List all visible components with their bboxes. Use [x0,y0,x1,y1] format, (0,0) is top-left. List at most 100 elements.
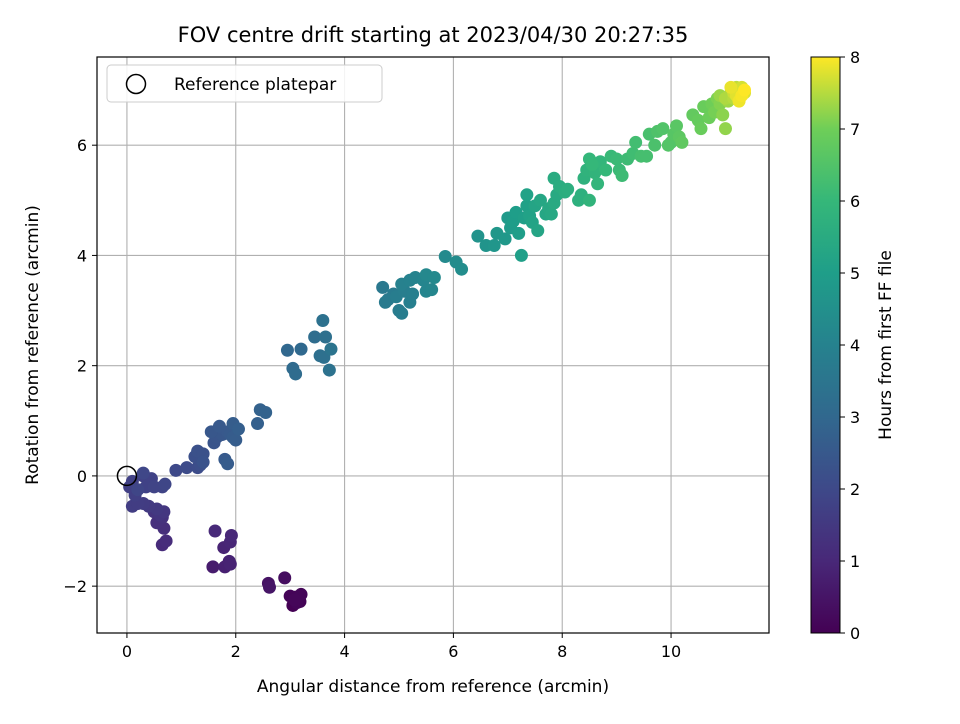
data-point [278,571,292,585]
data-point [599,163,613,177]
data-point [487,239,501,253]
data-point [308,330,322,344]
data-point [169,463,183,477]
grid-lines [97,57,769,633]
data-point [221,457,235,471]
data-point [585,157,599,171]
data-point [610,152,624,166]
data-point [288,593,302,607]
x-tick-label: 6 [448,642,458,661]
x-tick-label: 4 [339,642,349,661]
data-point [561,182,575,196]
data-point [533,193,547,207]
data-point [262,580,276,594]
data-point [395,306,409,320]
legend: Reference platepar [106,64,383,103]
data-point [520,188,534,202]
data-point [455,262,469,276]
data-point [180,461,194,475]
data-point [640,149,654,163]
data-point [425,283,439,297]
data-point [531,224,545,238]
x-tick-label: 2 [231,642,241,661]
axis-ticks: 0 2 4 6 8 10 −2 0 2 4 6 [63,136,681,661]
data-point [591,177,605,191]
data-point [582,193,596,207]
x-tick-label: 8 [557,642,567,661]
data-point [694,122,708,136]
colorbar-tick-label: 5 [850,264,860,283]
chart-title: FOV centre drift starting at 2023/04/30 … [178,23,689,47]
data-point [406,287,420,301]
data-point [322,363,336,377]
y-axis-label: Rotation from reference (arcmin) [23,205,43,485]
legend-label: Reference platepar [174,75,336,95]
y-tick-label: 0 [77,467,87,486]
data-point [427,270,441,284]
data-point [136,466,150,480]
legend-reference-marker [125,73,147,95]
colorbar-tick-label: 7 [850,120,860,139]
data-point [319,330,333,344]
data-point [158,477,172,491]
data-point [438,250,452,264]
data-point [131,483,145,497]
data-point [280,343,294,357]
data-point [718,122,732,136]
data-point [316,313,330,327]
colorbar-tick-label: 6 [850,192,860,211]
y-tick-label: 2 [77,357,87,376]
colorbar-gradient [810,56,841,634]
x-axis-label: Angular distance from reference (arcmin) [257,677,609,697]
data-points [116,80,752,612]
colorbar-tick-label: 8 [850,48,860,67]
data-point [648,138,662,152]
y-tick-label: 4 [77,246,87,265]
colorbar-tick-label: 2 [850,480,860,499]
data-point [675,135,689,149]
colorbar-tick-label: 4 [850,336,860,355]
data-point [471,229,485,243]
colorbar: 0 1 2 3 4 5 6 7 8 Hours from first FF file [810,48,896,643]
data-point [251,417,265,431]
colorbar-label: Hours from first FF file [876,250,896,440]
data-point [206,560,220,574]
data-point [231,422,245,436]
data-point [656,122,670,136]
reference-platepar-marker [116,465,138,487]
data-point [514,248,528,262]
data-point [512,226,526,240]
colorbar-ticks: 0 1 2 3 4 5 6 7 8 [840,48,860,643]
data-point [159,534,173,548]
legend-box [106,64,383,103]
data-point [716,108,730,122]
data-point [498,232,512,246]
data-point [289,367,303,381]
data-point [738,83,752,97]
colorbar-tick-label: 3 [850,408,860,427]
plot-frame [96,56,770,634]
data-point [724,80,738,94]
data-point [196,455,210,469]
data-point [223,557,237,571]
y-tick-label: −2 [63,577,87,596]
x-tick-label: 10 [661,642,681,661]
x-tick-label: 0 [122,642,132,661]
data-point [615,169,629,183]
data-point [378,295,392,309]
data-point [669,119,683,133]
data-point [324,342,338,356]
data-point [544,207,558,221]
data-point [629,135,643,149]
data-point [259,406,273,420]
colorbar-tick-label: 0 [850,624,860,643]
data-point [208,524,222,538]
data-point [294,342,308,356]
data-point [376,280,390,294]
data-point [224,528,238,542]
y-tick-label: 6 [77,136,87,155]
data-point [229,433,243,447]
colorbar-tick-label: 1 [850,552,860,571]
